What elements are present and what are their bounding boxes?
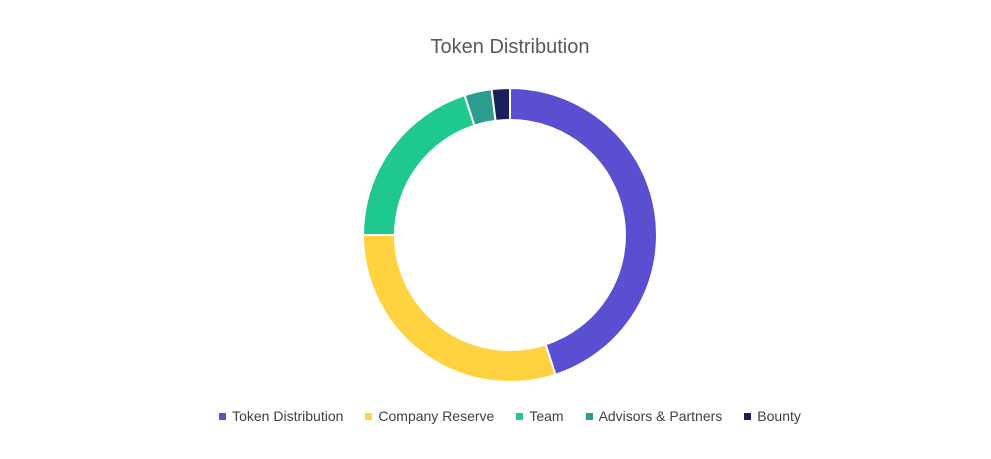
legend-swatch [365,412,373,420]
legend: Token Distribution Company Reserve Team Adv… [0,408,991,424]
legend-item: Advisors & Partners [585,408,723,424]
legend-swatch [585,412,593,420]
legend-item: Bounty [744,408,801,424]
donut-slice [361,93,476,236]
legend-label: Advisors & Partners [598,408,723,424]
legend-label: Company Reserve [378,408,495,424]
donut-slice [361,234,557,383]
legend-swatch [516,412,524,420]
donut-slice [490,86,511,123]
legend-item: Team [516,408,564,424]
legend-swatch [219,412,227,420]
donut-slice [509,86,658,377]
legend-item: Company Reserve [365,408,494,424]
legend-item: Token Distribution [219,408,343,424]
legend-label: Token Distribution [232,408,344,424]
legend-label: Team [529,408,564,424]
legend-label: Bounty [757,408,801,424]
chart-title: Token Distribution [430,36,590,58]
legend-swatch [744,412,752,420]
